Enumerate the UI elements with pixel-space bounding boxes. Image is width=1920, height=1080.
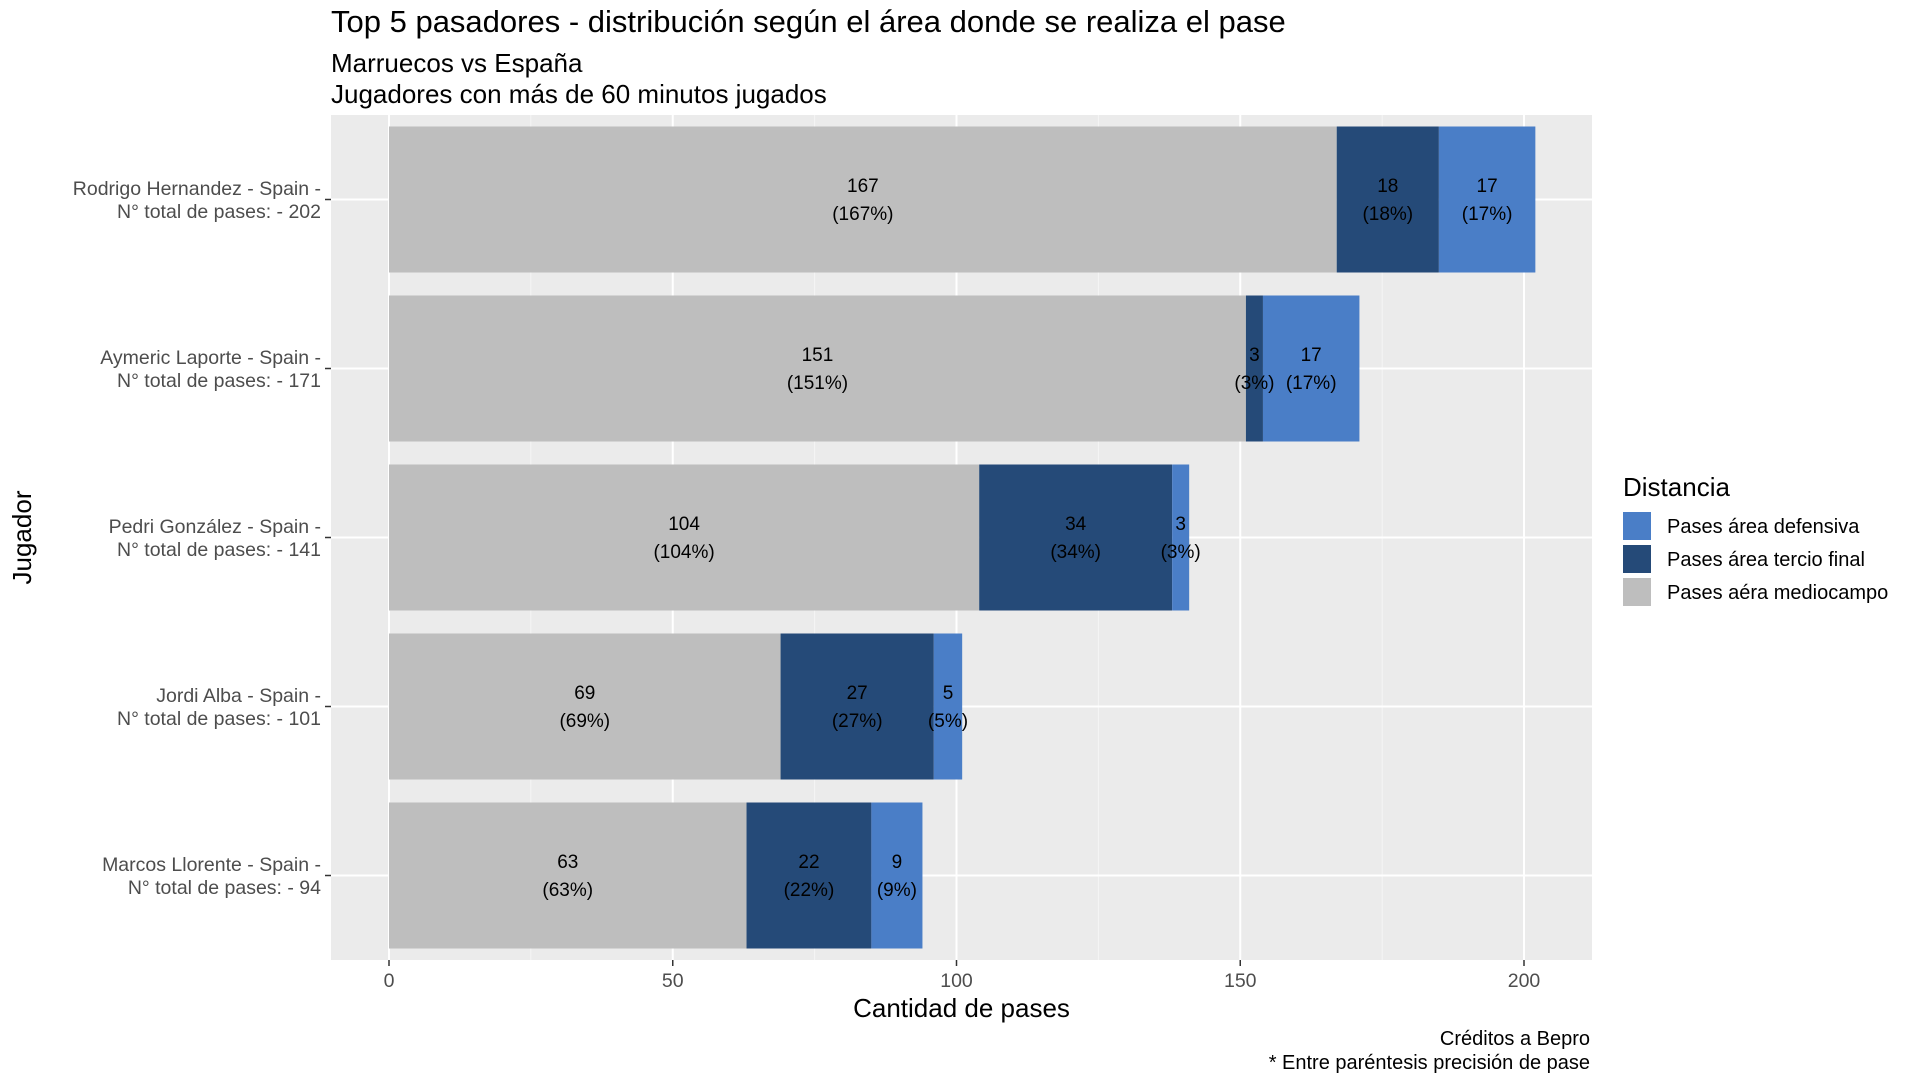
data-label: 17 (17%) <box>1462 176 1513 225</box>
subtitle-line: Jugadores con más de 60 minutos jugados <box>331 79 827 109</box>
data-label: 5 (5%) <box>928 683 968 732</box>
x-axis-title: Cantidad de pases <box>853 993 1070 1023</box>
legend-label: Pases aéra mediocampo <box>1667 582 1888 604</box>
y-axis-title: Jugador <box>7 490 37 584</box>
data-label: 3 (3%) <box>1161 514 1201 563</box>
data-label: 104 (104%) <box>653 514 714 563</box>
x-tick-label: 100 <box>940 970 973 992</box>
data-label: 69 (69%) <box>559 683 610 732</box>
bar-segment <box>979 464 1173 611</box>
bar-segment <box>389 633 781 780</box>
data-label: 151 (151%) <box>787 345 848 394</box>
bar-segment <box>1336 126 1439 273</box>
bar-segment <box>780 633 934 780</box>
x-tick-label: 50 <box>662 970 684 992</box>
data-label: 27 (27%) <box>832 683 883 732</box>
caption-line: Créditos a Bepro <box>1439 1028 1590 1050</box>
bar-segment <box>871 802 923 949</box>
bar-segment <box>389 802 747 949</box>
x-tick-label: 0 <box>384 970 395 992</box>
chart-caption: Créditos a Bepro * Entre paréntesis prec… <box>1269 1027 1590 1075</box>
data-label: 18 (18%) <box>1362 176 1413 225</box>
bar-segment <box>1438 126 1536 273</box>
y-tick-label: Pedri González - Spain -N° total de pase… <box>109 516 321 561</box>
data-label: 22 (22%) <box>784 852 835 901</box>
legend-label: Pases área defensiva <box>1667 516 1860 538</box>
data-label: 3 (3%) <box>1234 345 1274 394</box>
bar-segment <box>389 464 980 611</box>
bar-segment <box>746 802 872 949</box>
legend-swatch <box>1623 512 1651 540</box>
caption-line: * Entre paréntesis precisión de pase <box>1268 1052 1590 1074</box>
chart-title: Top 5 pasadores - distribución según el … <box>331 4 1286 39</box>
data-label: 34 (34%) <box>1050 514 1101 563</box>
legend-swatch <box>1623 578 1651 606</box>
legend-swatch <box>1623 545 1651 573</box>
legend-title: Distancia <box>1623 472 1730 502</box>
y-tick-label: Rodrigo Hernandez - Spain -N° total de p… <box>73 178 321 223</box>
bar-segment <box>389 295 1246 442</box>
data-label: 17 (17%) <box>1286 345 1337 394</box>
y-tick-label: Jordi Alba - Spain -N° total de pases: -… <box>117 685 321 730</box>
data-label: 167 (167%) <box>832 176 893 225</box>
bar-segment <box>933 633 963 780</box>
data-label: 63 (63%) <box>542 852 593 901</box>
data-label: 9 (9%) <box>877 852 917 901</box>
chart-subtitle: Marruecos vs España Jugadores con más de… <box>331 48 827 110</box>
legend-label: Pases área tercio final <box>1667 549 1865 571</box>
bar-segment <box>1172 464 1190 611</box>
x-tick-label: 200 <box>1508 970 1541 992</box>
y-tick-label: Aymeric Laporte - Spain -N° total de pas… <box>100 347 321 392</box>
bar-segment <box>1245 295 1263 442</box>
y-tick-label: Marcos Llorente - Spain -N° total de pas… <box>102 854 321 899</box>
x-tick-label: 150 <box>1224 970 1257 992</box>
bar-segment <box>389 126 1337 273</box>
subtitle-line: Marruecos vs España <box>331 48 583 78</box>
bar-segment <box>1262 295 1360 442</box>
